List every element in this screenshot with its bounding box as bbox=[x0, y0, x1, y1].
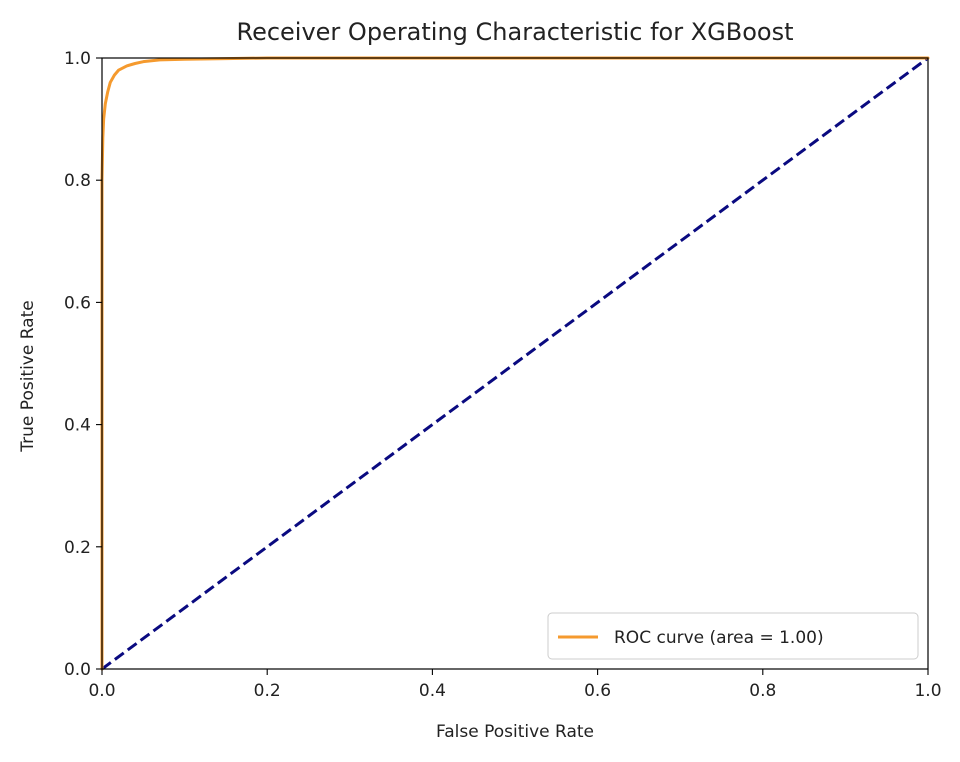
legend: ROC curve (area = 1.00) bbox=[547, 612, 919, 660]
x-tick-label: 0.6 bbox=[584, 681, 611, 701]
x-tick-label: 1.0 bbox=[914, 681, 941, 701]
y-tick-label: 0.0 bbox=[64, 660, 91, 680]
legend-label: ROC curve (area = 1.00) bbox=[614, 628, 824, 648]
y-axis-ticks: 0.0 0.2 0.4 0.6 0.8 1.0 bbox=[64, 49, 102, 680]
x-tick-label: 0.4 bbox=[419, 681, 446, 701]
x-axis-ticks: 0.0 0.2 0.4 0.6 0.8 1.0 bbox=[88, 669, 942, 701]
x-axis-label: False Positive Rate bbox=[436, 722, 594, 742]
y-tick-label: 0.8 bbox=[64, 171, 91, 191]
legend-box bbox=[547, 612, 919, 660]
plot-lines bbox=[100, 56, 930, 671]
x-tick-label: 0.2 bbox=[254, 681, 281, 701]
y-tick-label: 0.2 bbox=[64, 538, 91, 558]
plot-frame bbox=[101, 57, 929, 670]
y-tick-label: 0.4 bbox=[64, 416, 91, 436]
x-tick-label: 0.0 bbox=[88, 681, 115, 701]
y-axis-label: True Positive Rate bbox=[18, 300, 38, 452]
reference-diagonal-line bbox=[101, 56, 929, 671]
y-tick-label: 1.0 bbox=[64, 49, 91, 69]
chart-title: Receiver Operating Characteristic for XG… bbox=[236, 18, 793, 46]
y-tick-label: 0.6 bbox=[64, 293, 91, 313]
x-tick-label: 0.8 bbox=[749, 681, 776, 701]
